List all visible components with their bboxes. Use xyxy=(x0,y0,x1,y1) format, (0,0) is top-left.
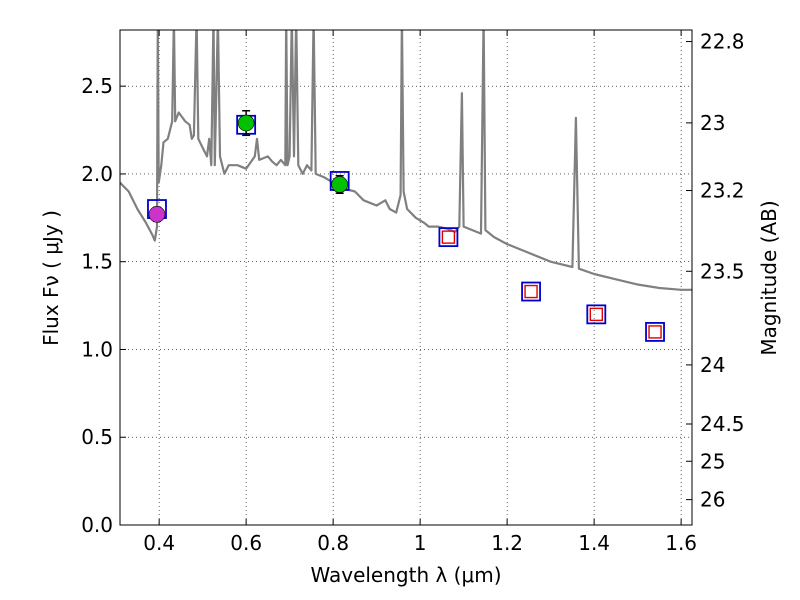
x-tick-label: 1 xyxy=(414,531,427,555)
axis-ticks: 0.4 0.6 0.8 1 1.2 1.4 1.6 0.0 0.5 1.0 1.5 2.0 2.5 22.… xyxy=(81,30,744,555)
limit-square-marker xyxy=(441,230,456,244)
x-axis-label-text: Wavelength λ (μm) xyxy=(310,563,501,587)
y2-tick-label: 24.5 xyxy=(700,412,745,436)
y2-tick-label: 23.5 xyxy=(700,259,745,283)
template-spectrum xyxy=(120,30,692,291)
x-axis-label: Wavelength λ (μm) xyxy=(310,563,501,587)
model-square-marker xyxy=(645,322,665,342)
y2-tick-label: 25 xyxy=(700,449,725,473)
limit-square-marker xyxy=(524,284,538,299)
y-tick-label: 0.5 xyxy=(81,425,113,449)
x-tick-label: 0.4 xyxy=(143,531,175,555)
plot-frame xyxy=(119,29,693,526)
x-tick-label: 1.2 xyxy=(491,531,523,555)
y-tick-label: 0.0 xyxy=(81,513,113,537)
x-tick-label: 0.8 xyxy=(317,531,349,555)
model-square-marker xyxy=(438,227,459,248)
y2-tick-label: 26 xyxy=(700,488,725,512)
limit-square-marker xyxy=(589,307,604,322)
data-markers xyxy=(147,109,665,342)
photometry-point xyxy=(331,176,348,193)
model-square-marker xyxy=(586,304,607,325)
y2-tick-label: 23 xyxy=(700,111,725,135)
x-tick-label: 1.4 xyxy=(578,531,610,555)
y-tick-label: 1.0 xyxy=(81,337,113,361)
y-axis-label: Flux Fν ( μJy ) xyxy=(39,210,63,346)
y2-tick-label: 23.2 xyxy=(700,179,745,203)
spectrum-line xyxy=(120,30,692,291)
y-tick-label: 2.5 xyxy=(81,74,113,98)
y-tick-label: 1.5 xyxy=(81,250,113,274)
y-axis-label-text: Flux Fν ( μJy ) xyxy=(39,210,63,346)
y2-tick-label: 24 xyxy=(700,353,725,377)
y-tick-label: 2.0 xyxy=(81,162,113,186)
grid-lines xyxy=(120,30,692,525)
x-tick-label: 1.6 xyxy=(665,531,697,555)
limit-square-marker xyxy=(648,325,662,339)
photometry-point xyxy=(148,206,166,223)
y2-axis-label: Magnitude (AB) xyxy=(757,200,781,355)
y2-tick-label: 22.8 xyxy=(700,30,745,54)
x-tick-label: 0.6 xyxy=(230,531,262,555)
y2-axis-label-text: Magnitude (AB) xyxy=(757,200,781,355)
photometry-point xyxy=(237,114,255,132)
model-square-marker xyxy=(521,281,541,302)
